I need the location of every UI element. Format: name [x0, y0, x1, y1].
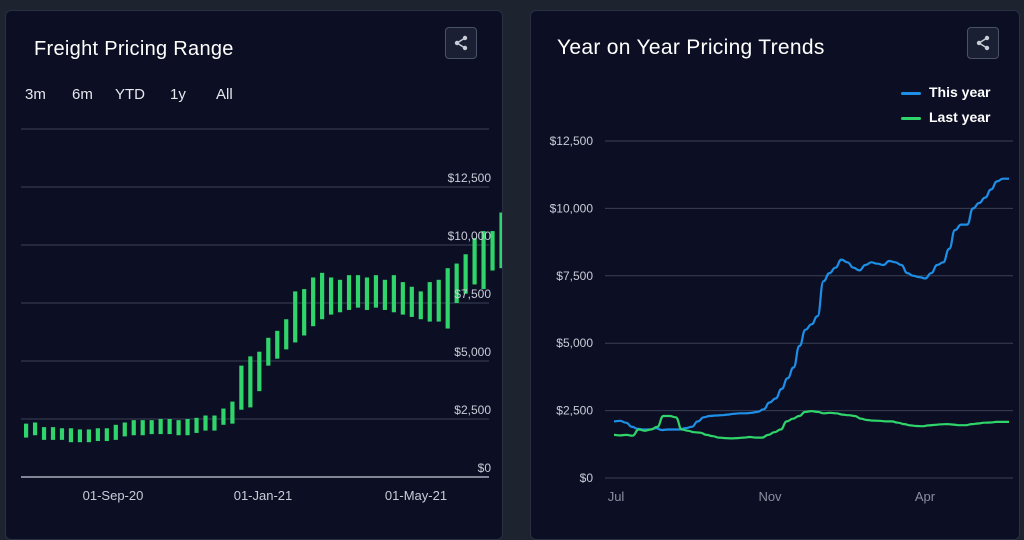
- range-bar: [185, 419, 190, 436]
- range-bar: [472, 238, 477, 285]
- range-bar: [400, 282, 405, 315]
- range-bar: [337, 279, 343, 313]
- range-bar: [266, 337, 271, 366]
- range-bar: [50, 427, 56, 440]
- range-bar: [499, 212, 502, 269]
- range-bar: [77, 429, 83, 443]
- range-bar: [158, 419, 163, 435]
- range-bar: [194, 417, 199, 433]
- x-tick-label: 01-May-21: [385, 488, 447, 503]
- legend-swatch-this-year: [901, 92, 921, 95]
- range-bar: [257, 351, 262, 392]
- freight-pricing-range-chart: $0 $2,500 $5,000 $7,500 $10,000 $12,500 01-Sep…: [21, 128, 502, 503]
- y-tick-label: $0: [580, 471, 594, 485]
- range-bar: [68, 428, 74, 443]
- x-tick-label: 01-Sep-20: [83, 488, 144, 503]
- range-bar: [221, 408, 226, 425]
- share-button[interactable]: [445, 27, 477, 59]
- range-bar: [302, 289, 307, 336]
- range-bar: [167, 419, 172, 435]
- freight-pricing-range-panel: $0 $2,500 $5,000 $7,500 $10,000 $12,500 01-Sep…: [5, 10, 503, 540]
- range-bar: [248, 356, 253, 408]
- series-line-last-year: [613, 410, 1009, 440]
- range-1y-button[interactable]: 1y: [170, 86, 186, 103]
- range-bar: [239, 365, 244, 410]
- range-bar: [41, 427, 47, 440]
- x-tick-label: Nov: [758, 489, 782, 504]
- range-bar: [311, 277, 316, 327]
- y-tick-label: $10,000: [550, 201, 594, 215]
- range-bar: [212, 415, 217, 431]
- range-bar: [59, 428, 65, 440]
- range-bar: [355, 275, 361, 308]
- share-button[interactable]: [967, 27, 999, 59]
- range-all-button[interactable]: All: [216, 86, 233, 103]
- y-tick-label: $5,000: [556, 336, 593, 350]
- range-bar: [275, 330, 280, 359]
- range-bar: [131, 420, 136, 436]
- range-bar: [230, 401, 235, 424]
- y-tick-label: $7,500: [454, 287, 491, 301]
- share-icon: [976, 35, 990, 51]
- range-bar: [463, 254, 468, 294]
- range-bar: [346, 275, 352, 310]
- year-on-year-chart: $0 $2,500 $5,000 $7,500 $10,000 $12,500 Jul Nov…: [550, 134, 1013, 504]
- range-bar: [95, 428, 100, 442]
- panel-title: Freight Pricing Range: [34, 38, 234, 60]
- range-bar: [391, 275, 396, 313]
- range-3m-button[interactable]: 3m: [25, 86, 46, 103]
- range-bar: [284, 319, 289, 350]
- range-bar: [364, 277, 370, 310]
- range-bar: [24, 423, 29, 438]
- x-tick-label: 01-Jan-21: [234, 488, 293, 503]
- range-6m-button[interactable]: 6m: [72, 86, 93, 103]
- year-on-year-panel: $0 $2,500 $5,000 $7,500 $10,000 $12,500 Jul Nov…: [530, 10, 1020, 540]
- range-bar: [293, 291, 298, 343]
- range-bar: [176, 420, 181, 436]
- y-tick-label: $0: [478, 461, 492, 475]
- range-bar: [140, 420, 145, 436]
- legend-swatch-last-year: [901, 117, 921, 120]
- legend-label: This year: [929, 84, 991, 100]
- y-tick-label: $12,500: [448, 171, 492, 185]
- range-bar: [113, 424, 118, 440]
- range-bar: [481, 231, 486, 290]
- share-icon: [454, 35, 468, 51]
- range-bar: [409, 286, 414, 317]
- range-bar: [382, 279, 387, 310]
- range-bar: [122, 422, 127, 437]
- range-bar: [373, 275, 379, 308]
- x-tick-label: Apr: [915, 489, 936, 504]
- range-bar: [445, 268, 450, 329]
- range-bar: [149, 420, 154, 435]
- range-bar: [436, 279, 441, 322]
- range-bar: [32, 422, 38, 436]
- y-tick-label: $7,500: [556, 269, 593, 283]
- series-line-this-year: [613, 177, 1009, 432]
- y-tick-label: $10,000: [448, 229, 492, 243]
- range-bar: [427, 282, 432, 322]
- y-tick-label: $2,500: [454, 403, 491, 417]
- y-tick-label: $12,500: [550, 134, 594, 148]
- y-tick-label: $5,000: [454, 345, 491, 359]
- range-ytd-button[interactable]: YTD: [115, 86, 145, 103]
- range-bar: [418, 291, 423, 320]
- range-bar: [203, 415, 208, 431]
- range-bar: [490, 231, 495, 271]
- range-bar: [454, 263, 459, 303]
- range-bar: [328, 277, 334, 315]
- range-bar: [320, 272, 325, 320]
- y-tick-label: $2,500: [556, 404, 593, 418]
- range-bar: [86, 429, 91, 443]
- legend-label: Last year: [929, 109, 991, 125]
- panel-title: Year on Year Pricing Trends: [557, 36, 825, 59]
- x-tick-label: Jul: [608, 489, 625, 504]
- range-bar: [104, 428, 109, 442]
